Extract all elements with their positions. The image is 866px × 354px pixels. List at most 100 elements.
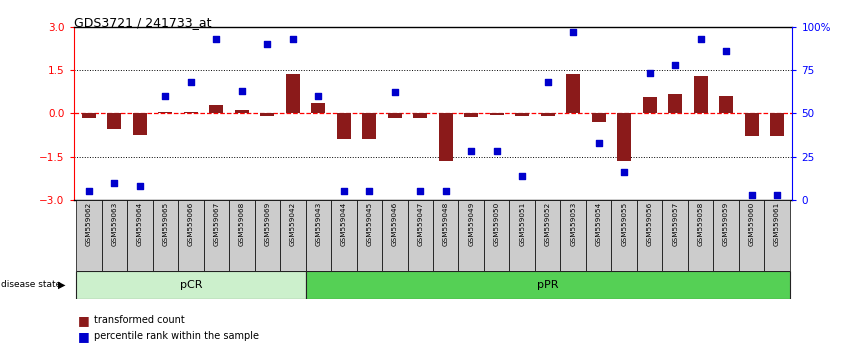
Bar [408, 200, 433, 271]
Bar [433, 200, 458, 271]
Point [770, 192, 784, 198]
Bar [107, 113, 121, 129]
Bar [210, 105, 223, 113]
Bar [714, 200, 739, 271]
Text: GSM559067: GSM559067 [213, 202, 219, 246]
Bar [770, 113, 784, 136]
Bar [152, 200, 178, 271]
Point [184, 79, 197, 85]
Bar [566, 74, 580, 113]
Point [515, 173, 529, 178]
Text: ■: ■ [78, 314, 90, 327]
Bar [357, 200, 382, 271]
Bar [739, 200, 765, 271]
Text: GSM559049: GSM559049 [469, 202, 475, 246]
Point [312, 93, 326, 99]
Bar [229, 200, 255, 271]
Bar [765, 200, 790, 271]
Bar [76, 271, 306, 299]
Bar [540, 113, 555, 116]
Text: GSM559068: GSM559068 [239, 202, 245, 246]
Point [286, 36, 300, 41]
Point [694, 36, 708, 41]
Bar [637, 200, 662, 271]
Text: GSM559045: GSM559045 [366, 202, 372, 246]
Text: GSM559042: GSM559042 [290, 202, 296, 246]
Bar [611, 200, 637, 271]
Bar [688, 200, 714, 271]
Text: GSM559043: GSM559043 [315, 202, 321, 246]
Text: percentile rank within the sample: percentile rank within the sample [94, 331, 259, 341]
Text: ■: ■ [78, 330, 90, 343]
Bar [158, 112, 172, 113]
Text: GSM559064: GSM559064 [137, 202, 143, 246]
Bar [745, 113, 759, 136]
Bar [255, 200, 280, 271]
Point [669, 62, 682, 68]
Point [235, 88, 249, 93]
Text: GSM559061: GSM559061 [774, 202, 780, 246]
Text: GSM559059: GSM559059 [723, 202, 729, 246]
Bar [382, 200, 408, 271]
Text: GSM559054: GSM559054 [596, 202, 602, 246]
Point [337, 188, 351, 194]
Text: GSM559058: GSM559058 [698, 202, 704, 246]
Bar [586, 200, 611, 271]
Text: GSM559057: GSM559057 [672, 202, 678, 246]
Bar [178, 200, 204, 271]
Text: GSM559062: GSM559062 [86, 202, 92, 246]
Point [719, 48, 733, 54]
Bar [643, 97, 656, 113]
Bar [694, 76, 708, 113]
Text: GSM559056: GSM559056 [647, 202, 653, 246]
Bar [509, 200, 535, 271]
Text: GSM559065: GSM559065 [162, 202, 168, 246]
Bar [662, 200, 688, 271]
Point [464, 149, 478, 154]
Text: pCR: pCR [179, 280, 202, 290]
Text: GSM559066: GSM559066 [188, 202, 194, 246]
Text: GSM559047: GSM559047 [417, 202, 423, 246]
Bar [617, 113, 631, 161]
Bar [280, 200, 306, 271]
Point [210, 36, 223, 41]
Text: GSM559050: GSM559050 [494, 202, 500, 246]
Bar [362, 113, 377, 139]
Bar [127, 200, 152, 271]
Text: GSM559060: GSM559060 [748, 202, 754, 246]
Bar [515, 113, 529, 116]
Bar [591, 113, 605, 122]
Text: GSM559048: GSM559048 [443, 202, 449, 246]
Bar [204, 200, 229, 271]
Text: GSM559055: GSM559055 [621, 202, 627, 246]
Point [490, 149, 504, 154]
Bar [261, 113, 275, 116]
Text: transformed count: transformed count [94, 315, 184, 325]
Bar [101, 200, 127, 271]
Bar [286, 74, 300, 113]
Text: GSM559052: GSM559052 [545, 202, 551, 246]
Bar [331, 200, 357, 271]
Text: disease state: disease state [1, 280, 61, 290]
Text: GSM559044: GSM559044 [341, 202, 346, 246]
Bar [337, 113, 351, 139]
Text: GSM559046: GSM559046 [391, 202, 397, 246]
Bar [306, 200, 331, 271]
Text: pPR: pPR [537, 280, 559, 290]
Bar [719, 96, 734, 113]
Bar [484, 200, 509, 271]
Point [617, 170, 631, 175]
Bar [311, 103, 326, 113]
Bar [669, 95, 682, 113]
Bar [439, 113, 453, 161]
Bar [235, 110, 249, 113]
Point [261, 41, 275, 47]
Bar [82, 113, 96, 118]
Bar [388, 113, 402, 119]
Text: ▶: ▶ [58, 280, 66, 290]
Text: GSM559053: GSM559053 [570, 202, 576, 246]
Bar [76, 200, 101, 271]
Point [133, 183, 147, 189]
Point [388, 90, 402, 95]
Bar [560, 200, 586, 271]
